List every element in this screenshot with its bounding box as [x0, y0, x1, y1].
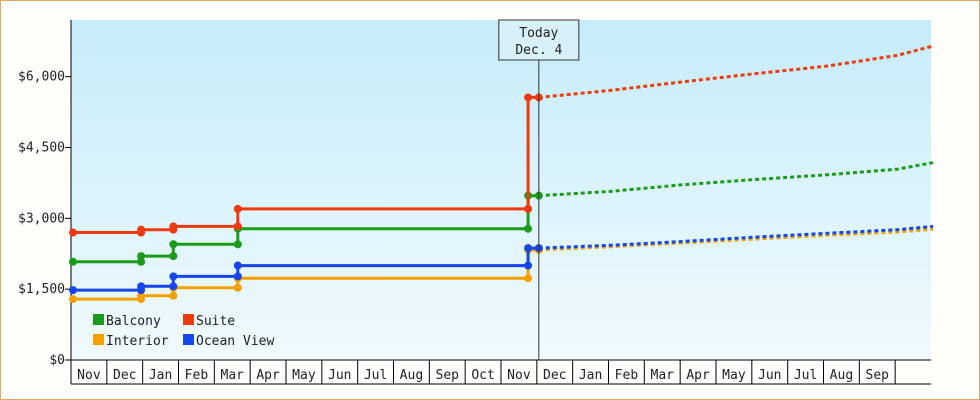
x-tick-label: Aug: [830, 368, 853, 383]
legend-swatch: [183, 314, 194, 325]
data-point: [233, 240, 242, 249]
data-point: [137, 257, 146, 266]
data-point: [169, 240, 178, 249]
today-label-line1: Today: [519, 26, 558, 41]
x-tick-label: Jan: [149, 368, 172, 383]
legend-label: Interior: [106, 334, 169, 349]
data-point: [69, 257, 77, 266]
data-point: [169, 282, 178, 291]
data-point: [233, 261, 242, 270]
data-point: [233, 204, 242, 213]
x-tick-label: Aug: [400, 368, 423, 383]
y-tick-label: $1,500: [18, 282, 65, 297]
x-tick-label: Jun: [328, 368, 351, 383]
legend-item: Balcony: [93, 314, 161, 329]
data-point: [524, 261, 533, 270]
x-tick-label: May: [722, 368, 746, 383]
data-point: [524, 224, 533, 233]
data-point: [169, 252, 178, 261]
data-point: [137, 291, 146, 300]
x-tick-label: Mar: [221, 368, 245, 383]
data-point: [233, 222, 242, 231]
data-point: [137, 252, 146, 261]
series-suite: [69, 44, 934, 237]
y-tick-label: $3,000: [18, 211, 65, 226]
data-point: [69, 295, 77, 304]
legend: Balcony Suite Interior Ocean View: [93, 314, 274, 349]
legend-item: Interior: [93, 334, 169, 349]
series-layer: [69, 44, 934, 304]
y-tick-label: $0: [49, 353, 65, 368]
today-marker: Today Dec. 4: [498, 19, 580, 360]
data-point: [69, 228, 77, 237]
series-forecast-line: [538, 161, 934, 198]
today-label-box: [498, 19, 580, 61]
data-point: [169, 291, 178, 300]
y-axis: $0 $1,500 $3,000 $4,500 $6,000: [18, 20, 72, 382]
x-tick-label: Mar: [651, 368, 675, 383]
x-tick-label: Oct: [471, 368, 494, 383]
data-point: [169, 222, 178, 231]
x-tick-label: Feb: [185, 368, 209, 383]
data-point: [69, 286, 77, 295]
legend-label: Balcony: [106, 314, 161, 329]
series-forecast-line: [538, 224, 934, 250]
data-point: [169, 272, 178, 281]
legend-swatch: [93, 334, 104, 345]
data-point: [233, 272, 242, 281]
x-tick-label: Apr: [686, 368, 710, 383]
x-tick-label: Feb: [615, 368, 639, 383]
today-label-line2: Dec. 4: [515, 43, 562, 58]
y-tick-label: $4,500: [18, 141, 65, 156]
legend-label: Ocean View: [196, 334, 274, 349]
plot-background: [71, 20, 931, 360]
data-point: [524, 274, 533, 283]
x-tick-label: Sep: [436, 368, 460, 383]
legend-item: Ocean View: [183, 334, 274, 349]
x-tick-label: Jul: [364, 368, 387, 383]
x-tick-label: Jun: [758, 368, 781, 383]
data-point: [524, 204, 533, 213]
data-point: [524, 93, 533, 102]
data-point: [137, 225, 146, 234]
x-tick-label: Sep: [866, 368, 890, 383]
x-tick-label: Jan: [579, 368, 602, 383]
data-point: [233, 283, 242, 292]
x-tick-label: Nov: [77, 368, 101, 383]
data-point: [524, 244, 533, 253]
legend-swatch: [183, 334, 194, 345]
x-tick-label: Apr: [256, 368, 280, 383]
x-tick-label: Jul: [794, 368, 817, 383]
x-tick-label: Dec: [113, 368, 136, 383]
x-tick-label: Nov: [507, 368, 531, 383]
legend-item: Suite: [183, 314, 235, 329]
data-point: [137, 282, 146, 291]
x-tick-label: May: [292, 368, 316, 383]
series-ocean-view: [69, 224, 934, 295]
y-tick-label: $6,000: [18, 70, 65, 85]
x-tick-label: Dec: [543, 368, 566, 383]
series-forecast-line: [538, 44, 934, 99]
legend-label: Suite: [196, 314, 235, 329]
x-axis: Nov Dec Jan Feb Mar Apr May Jun Jul Aug Sep Oct Nov D…: [70, 359, 931, 385]
legend-swatch: [93, 314, 104, 325]
